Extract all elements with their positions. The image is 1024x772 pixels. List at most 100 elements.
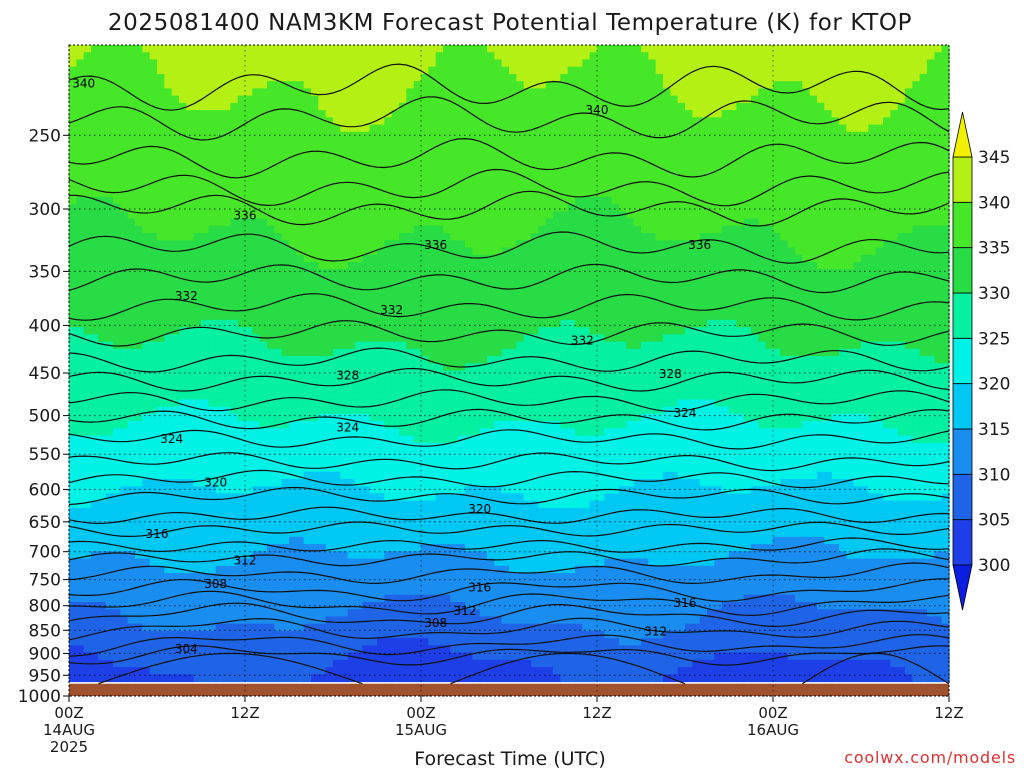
field-cell [230, 464, 239, 473]
field-cell [421, 392, 429, 401]
field-cell [179, 334, 187, 343]
field-cell [428, 435, 437, 444]
field-cell [399, 609, 407, 618]
field-cell [377, 182, 385, 191]
field-cell [259, 558, 268, 567]
field-cell [369, 102, 378, 111]
field-cell [215, 464, 224, 473]
field-cell [377, 110, 385, 118]
field-cell [443, 327, 451, 335]
field-cell [355, 652, 363, 661]
field-cell [362, 66, 371, 75]
field-cell [164, 609, 173, 618]
field-cell [325, 638, 334, 646]
field-cell [347, 457, 356, 466]
field-cell [377, 167, 385, 176]
field-cell [113, 399, 121, 408]
field-cell [362, 551, 371, 560]
field-cell [296, 551, 305, 560]
field-cell [135, 500, 143, 509]
field-cell [281, 88, 290, 97]
field-cell [149, 601, 158, 610]
field-cell [223, 638, 231, 646]
field-cell [201, 667, 209, 675]
field-cell [186, 479, 195, 487]
field-cell [98, 428, 107, 437]
field-cell [362, 45, 371, 53]
field-cell [98, 146, 107, 155]
field-cell [223, 312, 231, 321]
field-cell [215, 507, 224, 516]
field-cell [303, 276, 312, 285]
field-cell [318, 204, 327, 212]
field-cell [399, 413, 407, 422]
field-cell [457, 269, 466, 278]
field-cell [399, 544, 407, 552]
field-cell [193, 500, 202, 509]
field-cell [157, 370, 165, 379]
field-cell [325, 196, 334, 205]
field-cell [259, 565, 268, 574]
field-cell [230, 211, 239, 220]
field-cell [230, 529, 239, 538]
field-cell [296, 348, 305, 357]
field-cell [267, 500, 275, 509]
field-cell [369, 175, 378, 184]
field-cell [83, 182, 92, 191]
field-cell [369, 667, 378, 675]
field-cell [281, 110, 290, 118]
field-cell [450, 290, 459, 299]
field-cell [296, 262, 305, 270]
field-cell [347, 450, 356, 458]
field-cell [362, 674, 371, 683]
field-cell [98, 254, 107, 263]
field-cell [223, 580, 231, 589]
field-cell [179, 319, 187, 328]
field-cell [164, 464, 173, 473]
field-cell [355, 623, 363, 632]
field-cell [149, 580, 158, 589]
field-cell [311, 276, 319, 285]
field-cell [186, 363, 195, 372]
field-cell [450, 384, 459, 393]
field-cell [421, 276, 429, 285]
field-cell [91, 240, 99, 249]
field-cell [193, 334, 202, 343]
field-cell [135, 189, 143, 198]
field-cell [259, 507, 268, 516]
field-cell [472, 421, 481, 429]
field-cell [135, 225, 143, 234]
field-cell [245, 160, 253, 169]
field-cell [355, 254, 363, 263]
field-cell [325, 609, 334, 618]
field-cell [223, 428, 231, 437]
field-cell [157, 536, 165, 545]
field-cell [457, 139, 466, 147]
field-cell [149, 204, 158, 212]
field-cell [193, 312, 202, 321]
field-cell [369, 659, 378, 668]
field-cell [76, 211, 85, 220]
field-cell [325, 558, 334, 567]
field-cell [267, 95, 275, 104]
field-cell [340, 334, 349, 343]
field-cell [76, 630, 85, 639]
field-cell [311, 377, 319, 386]
field-cell [428, 52, 437, 61]
field-cell [274, 464, 283, 473]
field-cell [472, 616, 481, 625]
field-cell [245, 146, 253, 155]
field-cell [450, 659, 459, 668]
field-cell [435, 73, 444, 82]
field-cell [149, 428, 158, 437]
field-cell [164, 573, 173, 581]
field-cell [223, 189, 231, 198]
field-cell [230, 218, 239, 227]
field-cell [245, 225, 253, 234]
field-cell [289, 450, 297, 458]
field-cell [193, 370, 202, 379]
field-cell [91, 95, 99, 104]
field-cell [340, 515, 349, 523]
field-cell [157, 558, 165, 567]
field-cell [369, 189, 378, 198]
